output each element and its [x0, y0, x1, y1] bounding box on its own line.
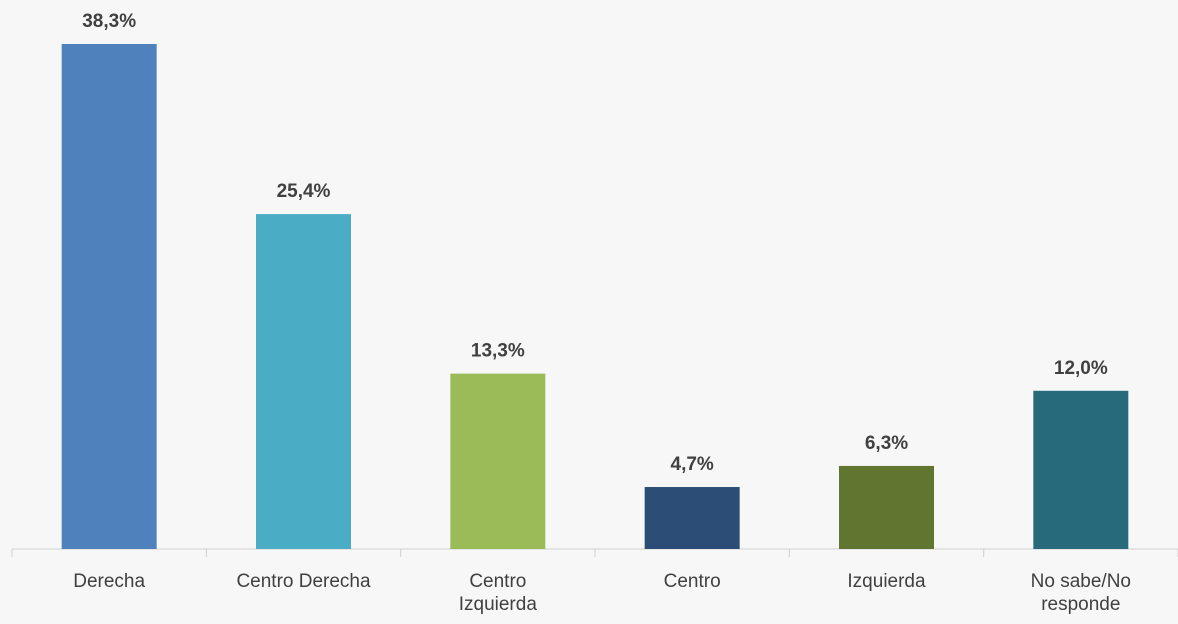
bar	[450, 373, 546, 549]
x-tick-label: Centro Derecha	[236, 571, 371, 592]
bar	[61, 44, 157, 549]
value-label: 25,4%	[277, 181, 331, 202]
value-label: 6,3%	[865, 433, 908, 454]
bar	[1033, 390, 1129, 549]
x-tick-label: Centro	[663, 571, 721, 592]
bar	[644, 487, 740, 549]
x-tick-label: Izquierda	[847, 571, 926, 592]
x-tick-label: Centro Izquierda	[458, 571, 537, 615]
x-tick-label: No sabe/No responde	[1030, 571, 1131, 615]
bar	[256, 214, 351, 550]
bar	[839, 465, 934, 549]
value-label: 4,7%	[671, 454, 714, 475]
value-label: 38,3%	[82, 11, 136, 32]
value-label: 12,0%	[1054, 358, 1108, 379]
x-tick-label: Derecha	[73, 571, 146, 592]
value-label: 13,3%	[471, 341, 525, 362]
